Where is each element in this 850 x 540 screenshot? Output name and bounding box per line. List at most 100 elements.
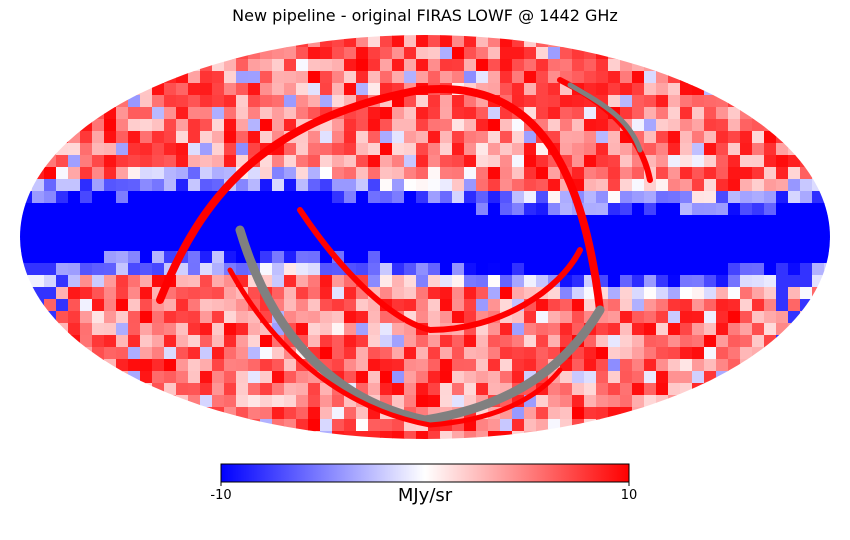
map-pixel xyxy=(536,239,549,252)
map-pixel xyxy=(812,287,825,300)
map-pixel xyxy=(512,275,525,288)
map-pixel xyxy=(212,275,225,288)
map-pixel xyxy=(428,431,441,439)
map-pixel xyxy=(140,107,153,120)
map-pixel xyxy=(164,311,177,324)
map-pixel xyxy=(212,59,225,72)
map-pixel xyxy=(344,191,357,204)
map-pixel xyxy=(704,119,717,132)
map-pixel xyxy=(296,155,309,168)
map-pixel xyxy=(200,335,213,348)
map-pixel xyxy=(344,359,357,372)
map-pixel xyxy=(284,287,297,300)
map-pixel xyxy=(488,179,501,192)
map-pixel xyxy=(68,263,81,276)
map-pixel xyxy=(92,179,105,192)
map-pixel xyxy=(656,191,669,204)
map-pixel xyxy=(680,287,693,300)
map-pixel xyxy=(596,59,609,72)
map-pixel xyxy=(344,419,357,432)
map-pixel xyxy=(200,95,213,108)
map-pixel xyxy=(188,359,201,372)
map-pixel xyxy=(740,143,753,156)
map-pixel xyxy=(368,347,381,360)
map-pixel xyxy=(524,251,537,264)
map-pixel xyxy=(128,155,141,168)
map-pixel xyxy=(284,407,297,420)
map-pixel xyxy=(572,359,585,372)
map-pixel xyxy=(224,131,237,144)
map-pixel xyxy=(584,383,597,396)
map-pixel xyxy=(404,251,417,264)
map-pixel xyxy=(188,383,201,396)
map-pixel xyxy=(668,203,681,216)
map-pixel xyxy=(140,275,153,288)
map-pixel xyxy=(740,119,753,132)
map-pixel xyxy=(308,71,321,84)
map-pixel xyxy=(728,215,741,228)
map-pixel xyxy=(416,311,429,324)
map-pixel xyxy=(536,95,549,108)
map-pixel xyxy=(200,239,213,252)
map-pixel xyxy=(260,167,273,180)
map-pixel xyxy=(320,299,333,312)
map-pixel xyxy=(92,287,105,300)
map-pixel xyxy=(92,311,105,324)
map-pixel xyxy=(440,47,453,60)
map-pixel xyxy=(104,191,117,204)
map-pixel xyxy=(680,83,693,96)
map-pixel xyxy=(632,263,645,276)
map-pixel xyxy=(440,335,453,348)
map-pixel xyxy=(752,263,765,276)
map-pixel xyxy=(548,251,561,264)
map-pixel xyxy=(140,335,153,348)
map-pixel xyxy=(512,311,525,324)
map-pixel xyxy=(668,251,681,264)
map-pixel xyxy=(344,323,357,336)
map-pixel xyxy=(260,383,273,396)
map-pixel xyxy=(716,143,729,156)
map-pixel xyxy=(284,83,297,96)
map-pixel xyxy=(224,191,237,204)
map-pixel xyxy=(296,407,309,420)
map-pixel xyxy=(116,275,129,288)
map-pixel xyxy=(116,371,129,384)
map-pixel xyxy=(440,287,453,300)
map-pixel xyxy=(356,167,369,180)
map-pixel xyxy=(224,95,237,108)
map-pixel xyxy=(536,155,549,168)
map-pixel xyxy=(368,71,381,84)
map-pixel xyxy=(236,371,249,384)
map-pixel xyxy=(620,59,633,72)
map-pixel xyxy=(620,227,633,240)
map-pixel xyxy=(152,95,165,108)
map-pixel xyxy=(92,107,105,120)
map-pixel xyxy=(716,323,729,336)
map-pixel xyxy=(332,167,345,180)
map-pixel xyxy=(548,215,561,228)
map-pixel xyxy=(512,347,525,360)
map-pixel xyxy=(320,275,333,288)
map-pixel xyxy=(644,299,657,312)
map-pixel xyxy=(368,419,381,432)
map-pixel xyxy=(248,383,261,396)
map-pixel xyxy=(764,323,777,336)
map-pixel xyxy=(164,371,177,384)
map-pixel xyxy=(164,359,177,372)
map-pixel xyxy=(464,203,477,216)
map-pixel xyxy=(260,407,273,420)
map-pixel xyxy=(224,287,237,300)
map-pixel xyxy=(764,275,777,288)
map-pixel xyxy=(236,323,249,336)
map-pixel xyxy=(320,95,333,108)
map-pixel xyxy=(704,83,717,96)
map-pixel xyxy=(500,299,513,312)
map-pixel xyxy=(524,419,537,432)
map-pixel xyxy=(272,155,285,168)
map-pixel xyxy=(20,179,33,192)
map-pixel xyxy=(140,167,153,180)
map-pixel xyxy=(368,431,381,439)
map-pixel xyxy=(512,119,525,132)
map-pixel xyxy=(584,299,597,312)
map-pixel xyxy=(80,227,93,240)
